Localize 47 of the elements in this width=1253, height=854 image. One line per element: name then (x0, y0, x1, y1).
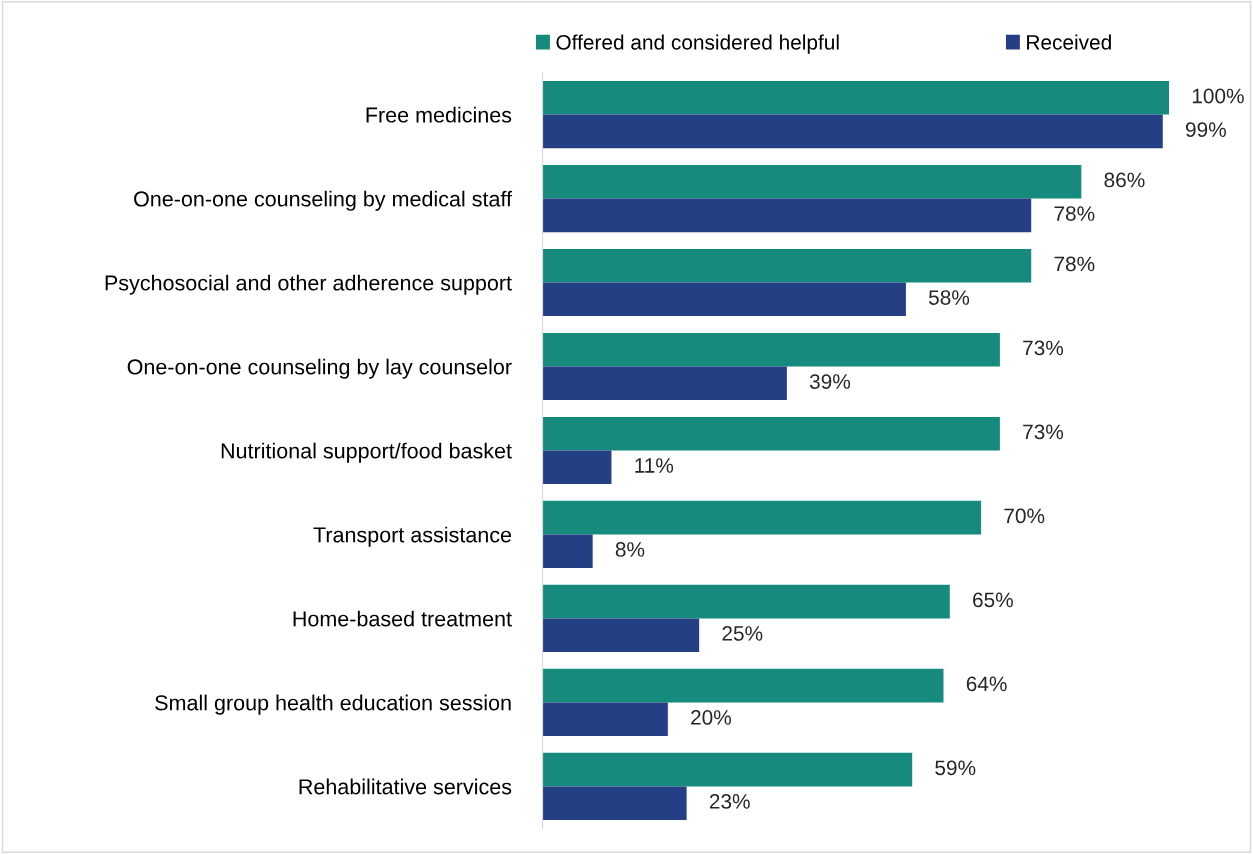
bar (542, 500, 982, 535)
bar (542, 584, 950, 619)
legend-label: Offered and considered helpful (556, 34, 839, 54)
y-tick-label: Transport assistance (313, 526, 512, 547)
data-label: 20% (691, 710, 732, 725)
data-label: 99% (1185, 122, 1226, 137)
data-label: 78% (1054, 206, 1095, 221)
data-label: 70% (1004, 508, 1045, 524)
data-label: 23% (709, 794, 750, 809)
bar (542, 114, 1163, 149)
bar (542, 80, 1170, 115)
data-label: 86% (1104, 172, 1145, 188)
data-label: 100% (1192, 88, 1244, 104)
bar (542, 618, 700, 653)
y-tick-label: One-on-one counseling by lay counselor (127, 358, 512, 379)
bar (542, 366, 787, 401)
data-label: 64% (966, 676, 1007, 692)
data-label: 59% (935, 760, 976, 776)
bar (542, 248, 1032, 283)
data-label: 39% (809, 374, 851, 389)
bar (542, 282, 906, 317)
bar (542, 198, 1032, 233)
bar (542, 450, 612, 485)
y-tick-label: Small group health education session (155, 694, 511, 715)
legend-label: Received (1027, 34, 1111, 50)
bar (542, 786, 687, 820)
data-label: 78% (1054, 256, 1095, 272)
bar (542, 702, 668, 737)
y-tick-label: Nutritional support/food basket (221, 442, 512, 463)
y-tick-label: Rehabilitative services (299, 778, 512, 795)
bar (542, 534, 593, 569)
y-tick-label: Free medicines (366, 106, 512, 123)
data-label: 58% (928, 290, 970, 305)
y-tick-label: Psychosocial and other adherence support (105, 274, 512, 295)
bar (542, 416, 1000, 451)
bar (542, 164, 1082, 199)
bar (542, 668, 944, 703)
bar (542, 332, 1000, 367)
data-label: 25% (722, 626, 763, 641)
data-label: 8% (615, 542, 645, 557)
data-label: 11% (635, 458, 674, 473)
data-label: 65% (973, 592, 1013, 608)
bar (542, 752, 913, 787)
data-label: 73% (1023, 424, 1064, 440)
y-tick-label: One-on-one counseling by medical staff (134, 190, 513, 211)
data-label: 73% (1023, 340, 1064, 356)
y-tick-label: Home-based treatment (293, 610, 512, 627)
